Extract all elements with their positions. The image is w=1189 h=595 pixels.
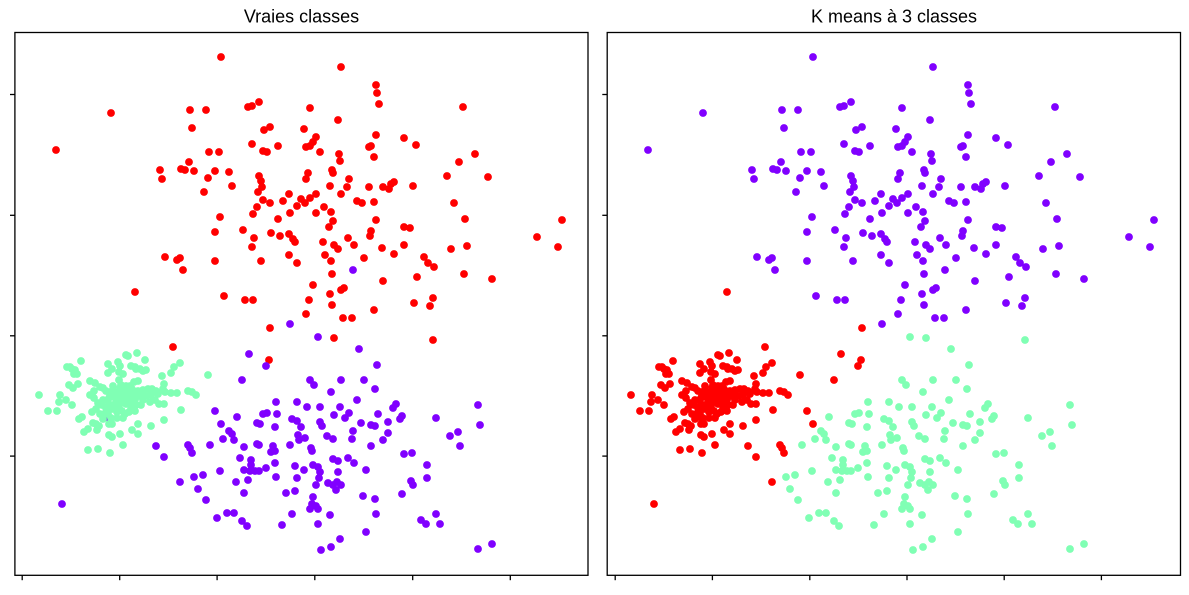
svg-text:Vraies classes: Vraies classes	[244, 7, 359, 27]
svg-text:K means à 3 classes: K means à 3 classes	[811, 7, 977, 27]
